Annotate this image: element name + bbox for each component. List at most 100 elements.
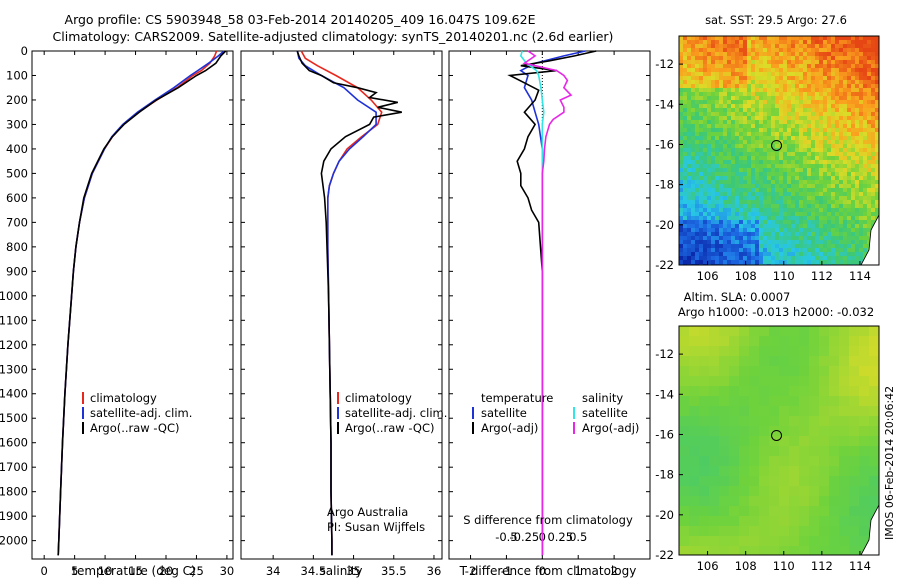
map-cell: [775, 36, 779, 40]
map-cell: [703, 144, 707, 148]
map-cell: [855, 84, 859, 88]
map-cell: [815, 212, 819, 216]
map-cell: [739, 184, 743, 188]
map-cell: [687, 164, 691, 168]
map-cell: [715, 104, 719, 108]
map-cell: [687, 188, 691, 192]
map-cell: [859, 136, 863, 140]
map-cell: [683, 176, 687, 180]
map-cell: [763, 204, 767, 208]
map-cell: [771, 160, 775, 164]
map-cell: [779, 220, 783, 224]
map-cell: [791, 52, 795, 56]
map-cell: [839, 244, 843, 248]
map-cell: [815, 224, 819, 228]
map-cell: [771, 116, 775, 120]
y-tick-label: 900: [6, 264, 28, 278]
map-cell: [687, 216, 691, 220]
map-cell: [687, 224, 691, 228]
map-cell: [695, 240, 699, 244]
map-cell: [751, 120, 755, 124]
map-cell: [739, 476, 749, 486]
map-cell: [827, 68, 831, 72]
map-cell: [755, 188, 759, 192]
map-cell: [811, 208, 815, 212]
map-cell: [747, 112, 751, 116]
map-cell: [807, 96, 811, 100]
map-cell: [871, 100, 875, 104]
map-cell: [847, 132, 851, 136]
map-cell: [775, 112, 779, 116]
map-cell: [699, 476, 709, 486]
map-cell: [723, 96, 727, 100]
map-cell: [723, 148, 727, 152]
map-cell: [835, 156, 839, 160]
map-cell: [769, 526, 779, 536]
map-cell: [763, 44, 767, 48]
map-cell: [799, 456, 809, 466]
map-cell: [791, 196, 795, 200]
map-cell: [699, 366, 709, 376]
map-cell: [699, 208, 703, 212]
map-cell: [699, 128, 703, 132]
map-cell: [829, 426, 839, 436]
map-cell: [731, 200, 735, 204]
map-cell: [731, 56, 735, 60]
map-cell: [709, 386, 719, 396]
map-cell: [807, 192, 811, 196]
map-cell: [855, 128, 859, 132]
map-cell: [779, 486, 789, 496]
map-cell: [859, 152, 863, 156]
map-cell: [783, 152, 787, 156]
map-cell: [699, 176, 703, 180]
map-cell: [827, 140, 831, 144]
map-cell: [739, 356, 749, 366]
map-cell: [769, 356, 779, 366]
map-cell: [719, 208, 723, 212]
map-cell: [799, 148, 803, 152]
map-cell: [823, 220, 827, 224]
map-cell: [723, 92, 727, 96]
map-cell: [791, 108, 795, 112]
map-cell: [775, 92, 779, 96]
map-cell: [835, 48, 839, 52]
map-cell: [727, 80, 731, 84]
map-cell: [807, 84, 811, 88]
map-cell: [779, 376, 789, 386]
map-cell: [819, 160, 823, 164]
map-cell: [763, 120, 767, 124]
map-cell: [849, 496, 859, 506]
map-cell: [763, 36, 767, 40]
map-cell: [735, 188, 739, 192]
map-cell: [731, 132, 735, 136]
map-cell: [839, 436, 849, 446]
map-cell: [871, 196, 875, 200]
map-cell: [863, 76, 867, 80]
map-cell: [791, 136, 795, 140]
map-cell: [747, 80, 751, 84]
map-cell: [739, 228, 743, 232]
map-cell: [831, 52, 835, 56]
map-cell: [855, 244, 859, 248]
map-cell: [711, 224, 715, 228]
map-cell: [679, 326, 689, 336]
map-cell: [787, 216, 791, 220]
map-cell: [711, 128, 715, 132]
map-cell: [823, 200, 827, 204]
map-cell: [819, 546, 829, 555]
y-tick-label: -18: [655, 468, 674, 482]
map-cell: [749, 536, 759, 546]
map-cell: [699, 180, 703, 184]
map-cell: [755, 88, 759, 92]
map-cell: [819, 104, 823, 108]
map-cell: [835, 172, 839, 176]
map-cell: [819, 116, 823, 120]
map-cell: [679, 252, 683, 256]
map-cell: [699, 36, 703, 40]
map-cell: [763, 80, 767, 84]
map-cell: [787, 164, 791, 168]
map-cell: [783, 76, 787, 80]
map-cell: [691, 88, 695, 92]
map-cell: [863, 216, 867, 220]
map-cell: [743, 244, 747, 248]
